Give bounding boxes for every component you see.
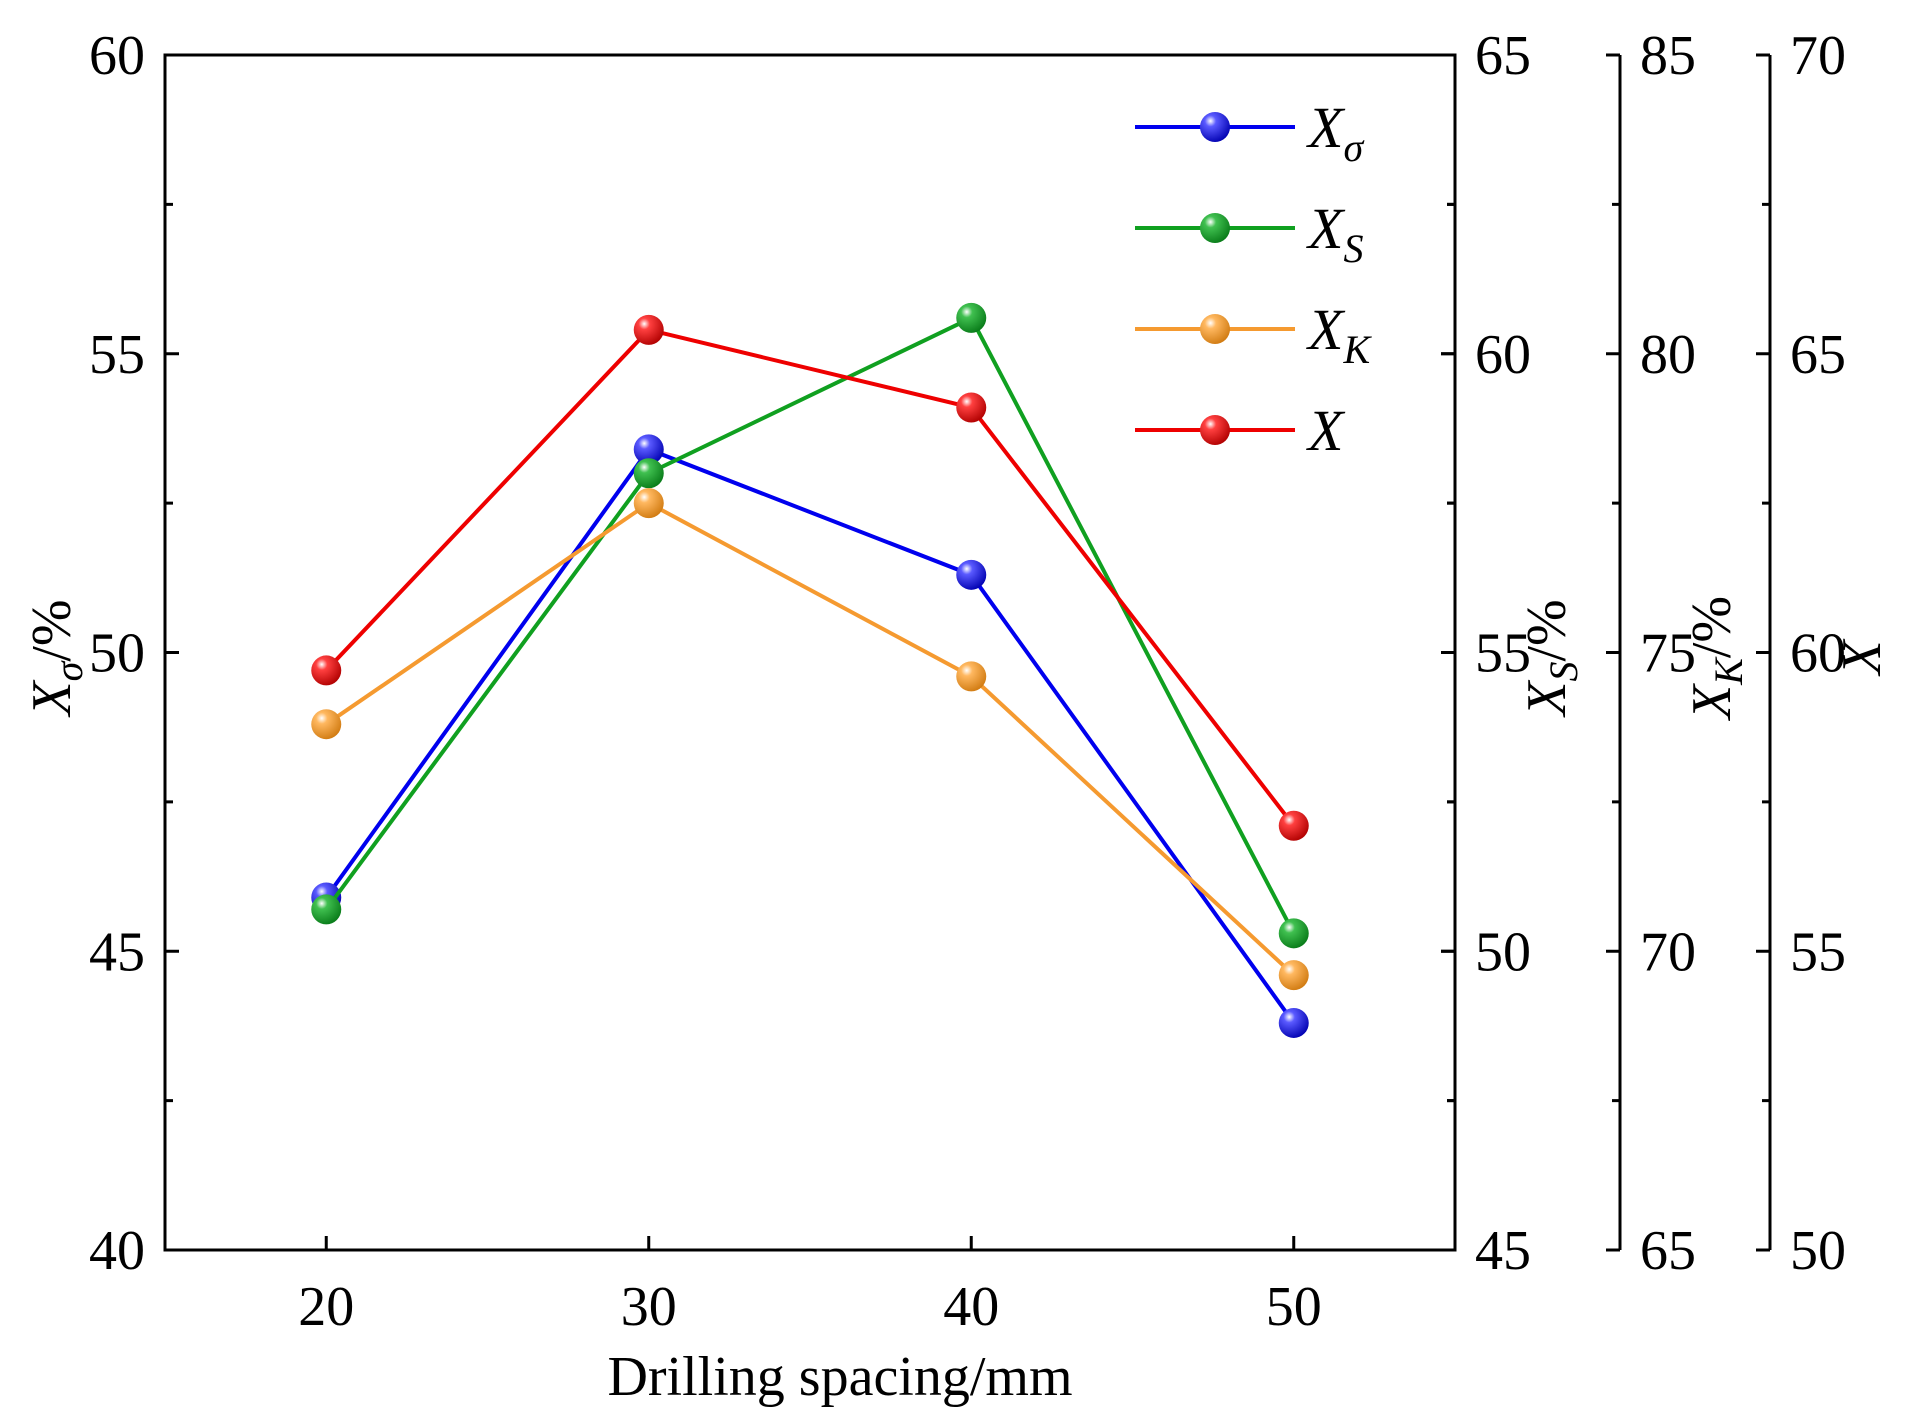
x-tick-label: 50 xyxy=(1266,1276,1322,1338)
x-tick-label: 20 xyxy=(298,1276,354,1338)
data-point-2-1 xyxy=(633,488,664,519)
data-point-2-3 xyxy=(1278,960,1309,991)
y-tick-label: 45 xyxy=(89,921,145,983)
plot-frame xyxy=(163,53,1457,1252)
y-tick-label: 55 xyxy=(89,324,145,386)
y-tick-label: 40 xyxy=(89,1220,145,1282)
data-point-2-2 xyxy=(956,661,987,692)
legend-label-3: X xyxy=(1306,398,1346,463)
y-tick-label: 70 xyxy=(1790,25,1846,87)
data-point-0-3 xyxy=(1278,1007,1309,1038)
x-tick-label: 40 xyxy=(943,1276,999,1338)
y-tick-label: 75 xyxy=(1640,623,1696,685)
legend-marker-1 xyxy=(1200,213,1230,243)
y-tick-label: 85 xyxy=(1640,25,1696,87)
y-axis-title-ax1: Xσ/% xyxy=(21,599,91,717)
y-tick-label: 60 xyxy=(89,25,145,87)
y-tick-label: 45 xyxy=(1475,1220,1531,1282)
svg-text:X: X xyxy=(1831,638,1893,677)
y-tick-label: 70 xyxy=(1640,921,1696,983)
x-tick-label: 30 xyxy=(621,1276,677,1338)
data-point-1-1 xyxy=(633,458,664,489)
svg-text:Xσ/%: Xσ/% xyxy=(21,599,91,717)
y-tick-label: 65 xyxy=(1475,25,1531,87)
y-tick-label: 65 xyxy=(1790,324,1846,386)
y-tick-label: 55 xyxy=(1475,623,1531,685)
series-line-1 xyxy=(324,315,1296,935)
series-line-3 xyxy=(324,327,1296,827)
y-axis-title-ax3: XK/% xyxy=(1681,596,1751,721)
svg-text:XK/%: XK/% xyxy=(1681,596,1751,721)
y-tick-label: 55 xyxy=(1790,921,1846,983)
legend-marker-2 xyxy=(1200,314,1230,344)
data-point-1-0 xyxy=(311,894,342,925)
y-tick-label: 50 xyxy=(1790,1220,1846,1282)
data-point-0-2 xyxy=(956,559,987,590)
legend-label-1: XS xyxy=(1306,196,1363,271)
y-tick-label: 65 xyxy=(1640,1220,1696,1282)
data-point-1-3 xyxy=(1278,918,1309,949)
y-tick-label: 60 xyxy=(1790,623,1846,685)
legend-label-2: XK xyxy=(1306,297,1372,372)
y-axis-title-ax2: XS/% xyxy=(1516,599,1586,717)
data-point-3-3 xyxy=(1278,810,1309,841)
data-point-0-1 xyxy=(633,434,664,465)
y-tick-label: 50 xyxy=(89,623,145,685)
data-point-3-2 xyxy=(956,392,987,423)
legend-marker-0 xyxy=(1200,112,1230,142)
data-point-3-0 xyxy=(311,655,342,686)
y-tick-label: 80 xyxy=(1640,324,1696,386)
data-point-1-2 xyxy=(956,302,987,333)
y-axis-title-ax4: X xyxy=(1831,638,1893,677)
y-tick-label: 60 xyxy=(1475,324,1531,386)
series-line-2 xyxy=(325,500,1296,977)
legend-label-0: Xσ xyxy=(1306,95,1364,170)
series-line-0 xyxy=(324,446,1296,1025)
legend-marker-3 xyxy=(1200,415,1230,445)
y-tick-label: 50 xyxy=(1475,921,1531,983)
svg-text:XS/%: XS/% xyxy=(1516,599,1586,717)
x-axis-title: Drilling spacing/mm xyxy=(607,1346,1072,1408)
data-point-3-1 xyxy=(633,314,664,345)
data-point-2-0 xyxy=(311,709,342,740)
